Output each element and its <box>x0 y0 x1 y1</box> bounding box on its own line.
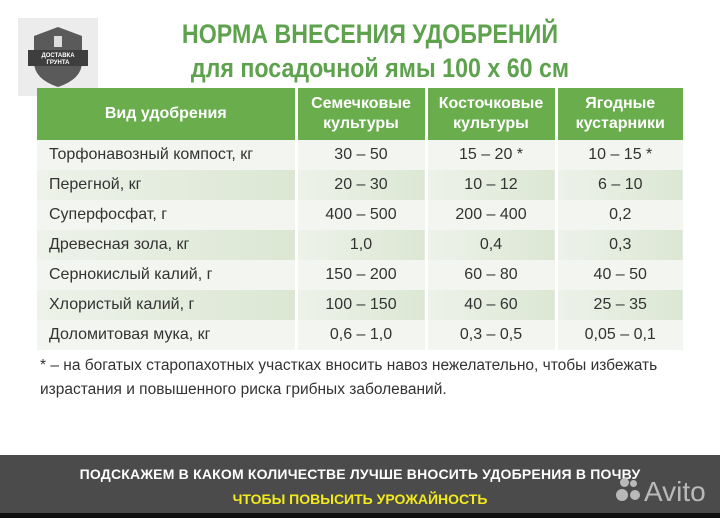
amount-cell: 0,05 – 0,1 <box>554 320 683 350</box>
amount-cell: 100 – 150 <box>294 290 426 320</box>
amount-cell: 6 – 10 <box>554 170 683 200</box>
amount-cell: 40 – 60 <box>424 290 556 320</box>
header-fertilizer-type: Вид удобрения <box>37 88 296 140</box>
header-stone-crops: Косточковые культуры <box>424 88 556 140</box>
svg-text:ГРУНТА: ГРУНТА <box>46 60 70 66</box>
amount-cell: 10 – 15 * <box>554 140 683 170</box>
fertilizer-name-cell: Торфонавозный компост, кг <box>37 140 296 170</box>
amount-cell: 0,2 <box>554 200 683 230</box>
banner-line-1: ПОДСКАЖЕМ В КАКОМ КОЛИЧЕСТВЕ ЛУЧШЕ ВНОСИ… <box>79 466 641 482</box>
amount-cell: 25 – 35 <box>554 290 683 320</box>
header-pome-crops: Семечковые культуры <box>294 88 426 140</box>
amount-cell: 20 – 30 <box>294 170 426 200</box>
logo: ДОСТАВКА ГРУНТА <box>18 18 98 96</box>
amount-cell: 200 – 400 <box>424 200 556 230</box>
table-row: Хлористый калий, г 100 – 150 40 – 60 25 – 3… <box>37 290 683 320</box>
amount-cell: 0,3 – 0,5 <box>424 320 556 350</box>
avito-watermark: Avito <box>616 476 706 508</box>
promo-banner <box>0 455 720 513</box>
shield-logo-icon: ДОСТАВКА ГРУНТА <box>28 27 88 87</box>
fertilizer-name-cell: Перегной, кг <box>37 170 296 200</box>
amount-cell: 60 – 80 <box>424 260 556 290</box>
table-row: Доломитовая мука, кг 0,6 – 1,0 0,3 – 0,5 0,… <box>37 320 683 350</box>
avito-text: Avito <box>644 476 706 507</box>
amount-cell: 400 – 500 <box>294 200 426 230</box>
fertilizer-table: Вид удобрения Семечковые культуры Косточк… <box>37 88 683 350</box>
amount-cell: 0,3 <box>554 230 683 260</box>
amount-cell: 10 – 12 <box>424 170 556 200</box>
fertilizer-name-cell: Древесная зола, кг <box>37 230 296 260</box>
fertilizer-name-cell: Хлористый калий, г <box>37 290 296 320</box>
fertilizer-name-cell: Суперфосфат, г <box>37 200 296 230</box>
banner-line-2: ЧТОБЫ ПОВЫСИТЬ УРОЖАЙНОСТЬ <box>232 491 488 507</box>
page-title: НОРМА ВНЕСЕНИЯ УДОБРЕНИЙ <box>181 19 559 49</box>
fertilizer-name-cell: Сернокислый калий, г <box>37 260 296 290</box>
table-row: Древесная зола, кг 1,0 0,4 0,3 <box>37 230 683 260</box>
page-subtitle: для посадочной ямы 100 х 60 см <box>190 53 570 83</box>
amount-cell: 15 – 20 * <box>424 140 556 170</box>
amount-cell: 40 – 50 <box>554 260 683 290</box>
table-row: Суперфосфат, г 400 – 500 200 – 400 0,2 <box>37 200 683 230</box>
amount-cell: 150 – 200 <box>294 260 426 290</box>
table-row: Сернокислый калий, г 150 – 200 60 – 80 40 –… <box>37 260 683 290</box>
footnote: * – на богатых старопахотных участках вн… <box>40 357 658 398</box>
amount-cell: 0,6 – 1,0 <box>294 320 426 350</box>
divider <box>0 513 720 518</box>
amount-cell: 1,0 <box>294 230 426 260</box>
header-berry-bushes: Ягодные кустарники <box>554 88 683 140</box>
table-row: Торфонавозный компост, кг 30 – 50 15 – 20 … <box>37 140 683 170</box>
amount-cell: 0,4 <box>424 230 556 260</box>
svg-text:ДОСТАВКА: ДОСТАВКА <box>41 53 75 59</box>
fertilizer-name-cell: Доломитовая мука, кг <box>37 320 296 350</box>
table-row: Перегной, кг 20 – 30 10 – 12 6 – 10 <box>37 170 683 200</box>
avito-dots-icon <box>616 477 642 503</box>
table-header-row: Вид удобрения Семечковые культуры Косточк… <box>37 88 683 140</box>
amount-cell: 30 – 50 <box>294 140 426 170</box>
